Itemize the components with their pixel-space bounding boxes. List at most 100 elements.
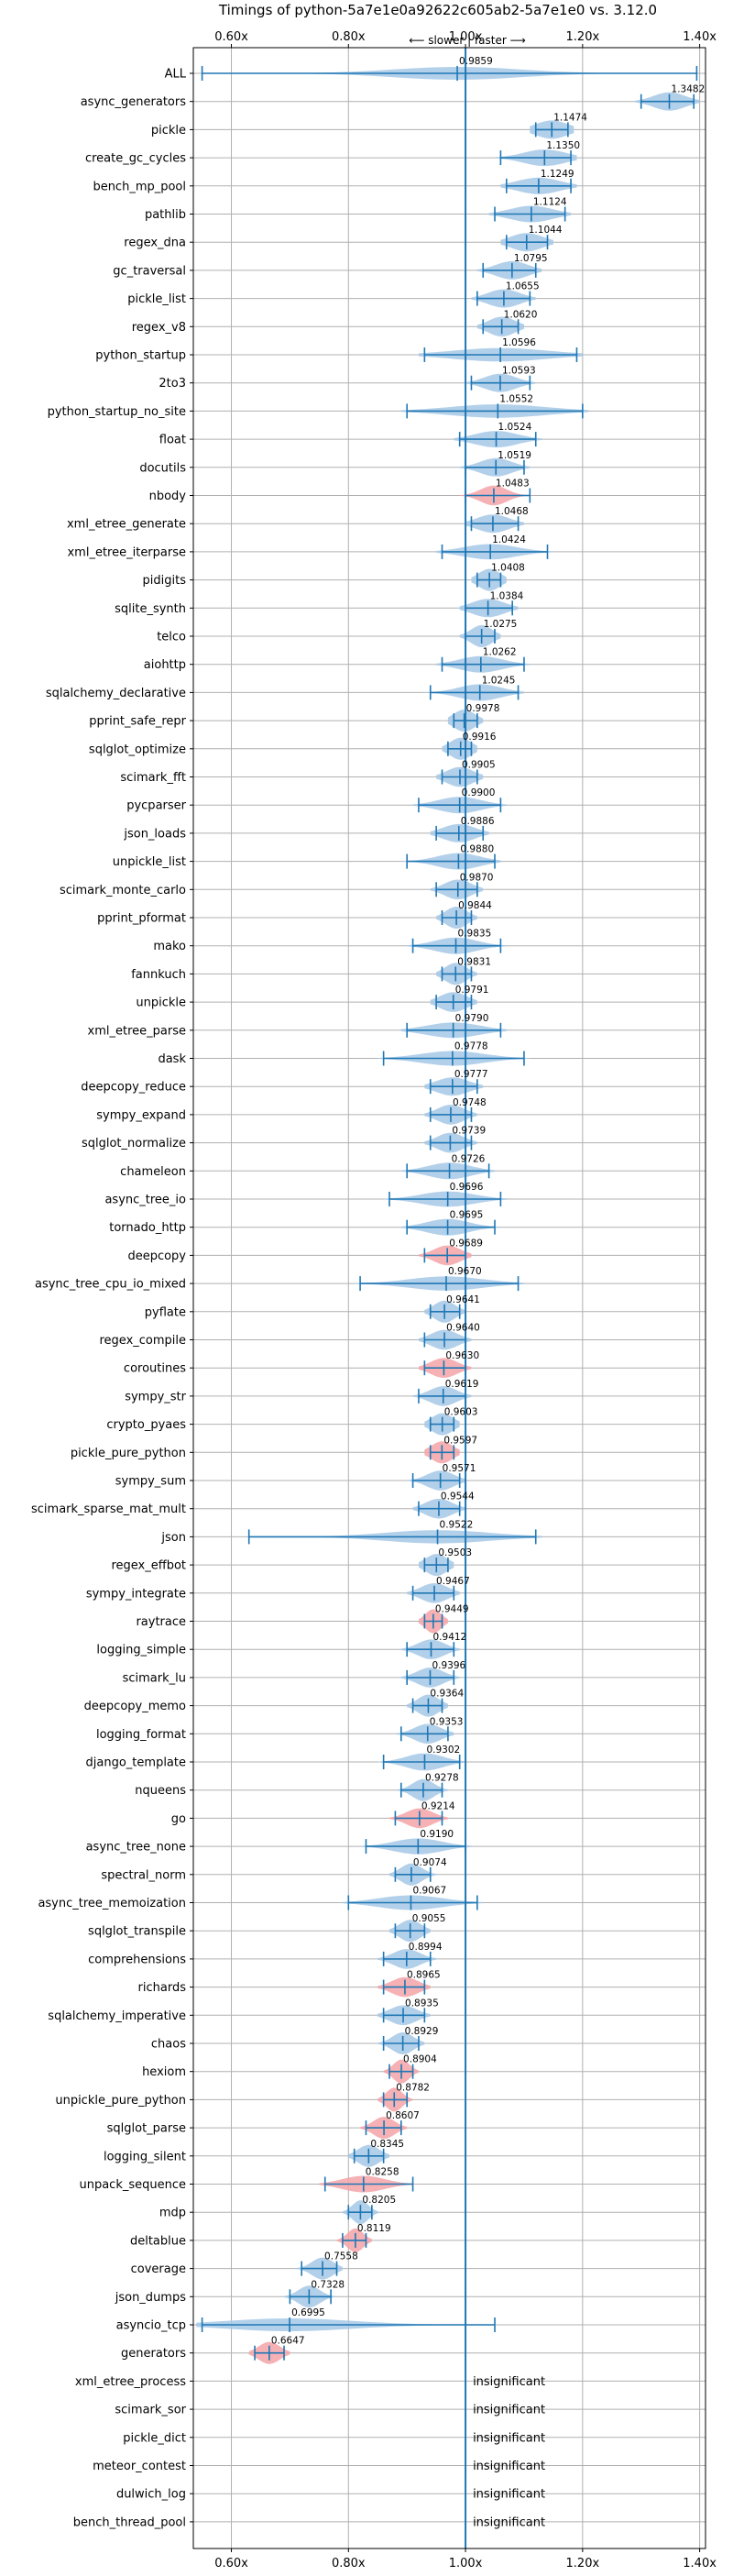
insignificant-label: insignificant: [473, 2515, 545, 2529]
benchmark-label: logging_silent: [104, 2150, 186, 2163]
benchmark-label: regex_effbot: [111, 1559, 186, 1573]
value-label: 0.9880: [460, 844, 494, 855]
benchmark-label: sympy_sum: [115, 1475, 186, 1489]
benchmark-label: xml_etree_parse: [88, 1024, 186, 1038]
value-label: 0.9467: [436, 1576, 470, 1587]
value-label: 1.0245: [482, 675, 516, 686]
value-label: 1.0424: [492, 534, 526, 545]
benchmark-label: xml_etree_iterparse: [67, 545, 186, 559]
benchmark-label: python_startup: [95, 349, 186, 363]
value-label: 0.9670: [448, 1266, 482, 1277]
benchmark-label: mdp: [159, 2207, 186, 2220]
benchmark-label: async_generators: [81, 95, 187, 109]
benchmark-label: pyflate: [145, 1305, 186, 1319]
benchmark-label: sqlalchemy_imperative: [48, 2009, 186, 2023]
benchmark-label: comprehensions: [88, 1953, 186, 1966]
value-label: 1.1044: [529, 225, 563, 236]
value-label: 1.0593: [502, 366, 536, 377]
benchmark-label: json_dumps: [115, 2291, 186, 2305]
x-tick-label-bottom: 1.40x: [683, 2557, 717, 2570]
insignificant-label: insignificant: [473, 2404, 545, 2417]
value-label: 0.9353: [430, 1716, 464, 1727]
value-label: 0.9640: [446, 1323, 480, 1334]
value-label: 0.8345: [370, 2139, 404, 2150]
value-label: 0.9302: [426, 1745, 460, 1756]
benchmark-label: unpickle: [136, 996, 186, 1010]
benchmark-label: sympy_str: [125, 1390, 186, 1404]
benchmark-label: dulwich_log: [116, 2488, 186, 2502]
benchmark-label: deltablue: [130, 2234, 186, 2248]
benchmark-label: dask: [158, 1052, 186, 1066]
value-label: 0.9777: [454, 1069, 488, 1080]
benchmark-label: coroutines: [124, 1362, 186, 1376]
value-label: 0.9055: [412, 1913, 446, 1924]
benchmark-label: coverage: [131, 2262, 186, 2276]
value-label: 0.8607: [386, 2110, 420, 2121]
label-layer: 0.9859 1.3482 1.1474 1.1350 1.1249 1.1124 1.10…: [271, 56, 705, 2529]
benchmark-label: pathlib: [145, 208, 186, 222]
x-tick-label-bottom: 1.00x: [449, 2557, 483, 2570]
benchmark-label: deepcopy_reduce: [81, 1081, 186, 1095]
benchmark-label: chameleon: [120, 1165, 186, 1179]
value-label: 1.1249: [541, 169, 574, 180]
value-label: 1.0795: [514, 253, 548, 264]
benchmark-label: fannkuch: [131, 968, 186, 982]
benchmark-label: regex_dna: [124, 237, 186, 250]
value-label: 0.9630: [445, 1350, 479, 1361]
insignificant-label: insignificant: [473, 2460, 545, 2473]
benchmark-label: meteor_contest: [93, 2460, 186, 2473]
benchmark-label: async_tree_memoization: [38, 1897, 186, 1910]
benchmark-label: scimark_sor: [115, 2404, 186, 2417]
benchmark-label: nqueens: [135, 1784, 186, 1798]
value-label: 0.9641: [446, 1294, 480, 1305]
benchmark-label: pickle: [151, 124, 186, 138]
benchmark-label: unpickle_list: [113, 855, 186, 869]
x-tick-label-top: 1.20x: [566, 30, 600, 44]
value-label: 1.1474: [553, 112, 587, 123]
benchmark-label: float: [159, 434, 186, 447]
value-label: 1.0552: [499, 393, 533, 404]
chart-title: Timings of python-5a7e1e0a92622c605ab2-5…: [218, 2, 657, 18]
value-label: 0.9790: [455, 1013, 489, 1024]
value-label: 1.0620: [504, 309, 538, 320]
benchmark-label: logging_simple: [96, 1644, 186, 1657]
benchmark-label: bench_mp_pool: [93, 180, 186, 193]
value-label: 0.9544: [441, 1492, 475, 1503]
value-label: 0.9597: [443, 1435, 477, 1446]
value-label: 0.9689: [449, 1238, 483, 1249]
benchmark-label: xml_etree_generate: [67, 518, 186, 532]
benchmark-label: create_gc_cycles: [85, 152, 186, 166]
benchmark-label: json_loads: [123, 827, 186, 841]
benchmark-label: sympy_integrate: [86, 1587, 186, 1601]
benchmark-label: sqlglot_parse: [107, 2122, 186, 2136]
benchmark-label: chaos: [151, 2038, 186, 2052]
benchmark-label: 2to3: [159, 377, 186, 391]
x-tick-label-bottom: 0.80x: [332, 2557, 366, 2570]
benchmark-label: pidigits: [143, 574, 187, 588]
value-label: 1.0524: [498, 422, 532, 433]
benchmark-label: nbody: [149, 490, 187, 503]
value-label: 0.9449: [435, 1604, 469, 1615]
benchmark-label: spectral_norm: [101, 1868, 186, 1882]
benchmark-label: crypto_pyaes: [106, 1418, 186, 1432]
value-label: 0.9886: [461, 816, 495, 827]
plot-frame: [192, 47, 706, 2549]
value-label: 0.8965: [407, 1970, 441, 1981]
benchmark-label: pickle_dict: [123, 2431, 186, 2445]
value-label: 0.9603: [444, 1407, 478, 1418]
benchmark-label: richards: [138, 1981, 187, 1995]
benchmark-label: json: [160, 1531, 186, 1545]
benchmark-label: asyncio_tcp: [116, 2319, 186, 2333]
value-label: 0.8205: [362, 2195, 396, 2206]
value-label: 0.9978: [466, 703, 500, 714]
value-label: 0.9695: [450, 1210, 484, 1221]
benchmark-label: django_template: [86, 1756, 186, 1770]
insignificant-label: insignificant: [473, 2375, 545, 2389]
value-label: 0.9074: [413, 1857, 447, 1868]
value-label: 0.8994: [409, 1942, 443, 1953]
value-label: 0.9900: [462, 787, 496, 798]
value-label: 0.8929: [405, 2026, 439, 2037]
benchmark-label: hexiom: [142, 2065, 186, 2079]
value-label: 1.0384: [490, 590, 524, 601]
benchmark-label: scimark_sparse_mat_mult: [31, 1503, 186, 1516]
